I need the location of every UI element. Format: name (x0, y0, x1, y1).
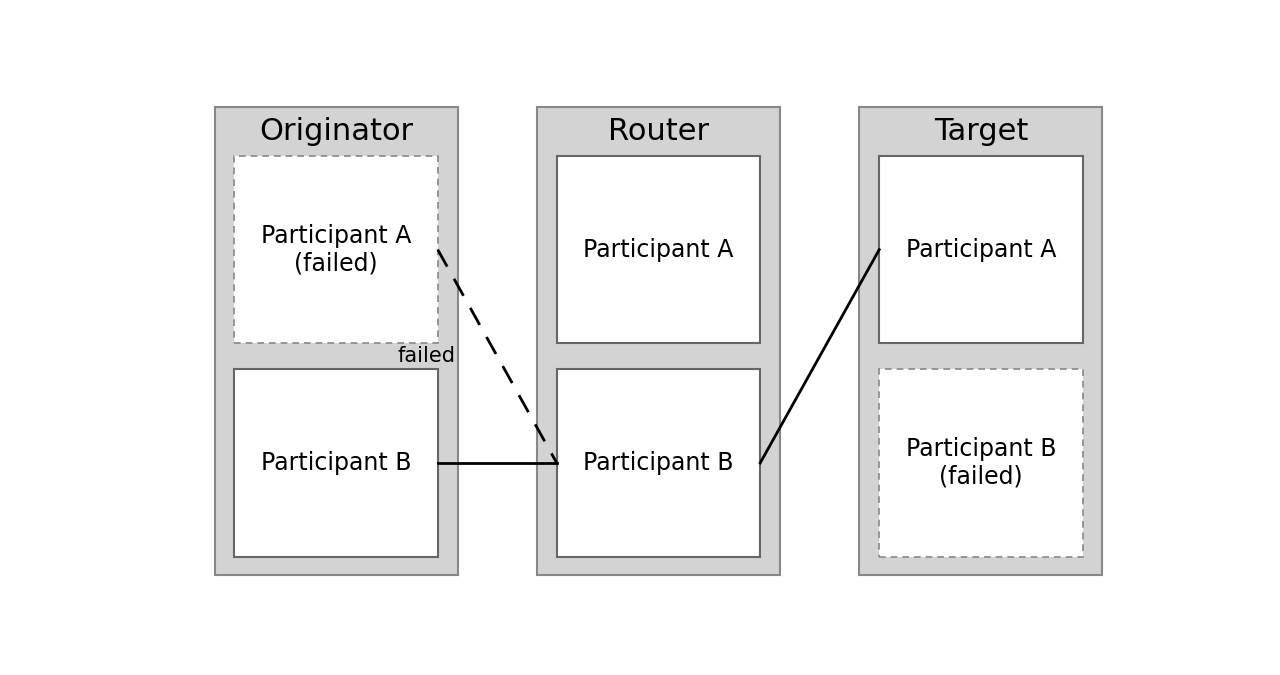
Text: Participant A: Participant A (906, 238, 1056, 262)
Bar (234, 156, 438, 343)
Text: failed: failed (398, 346, 456, 367)
Bar (879, 369, 1083, 557)
Text: Participant A: Participant A (584, 238, 733, 262)
Text: Participant A
(failed): Participant A (failed) (261, 223, 411, 275)
Text: Participant B: Participant B (261, 451, 411, 475)
Bar (234, 369, 438, 557)
Text: Participant B: Participant B (584, 451, 733, 475)
Bar (215, 107, 458, 575)
Text: Target: Target (933, 117, 1028, 146)
Bar (557, 369, 760, 557)
Bar (859, 107, 1102, 575)
Bar (879, 156, 1083, 343)
Text: Router: Router (608, 117, 709, 146)
Bar (538, 107, 780, 575)
Text: Participant B
(failed): Participant B (failed) (906, 437, 1056, 489)
Text: Originator: Originator (259, 117, 413, 146)
Bar (557, 156, 760, 343)
